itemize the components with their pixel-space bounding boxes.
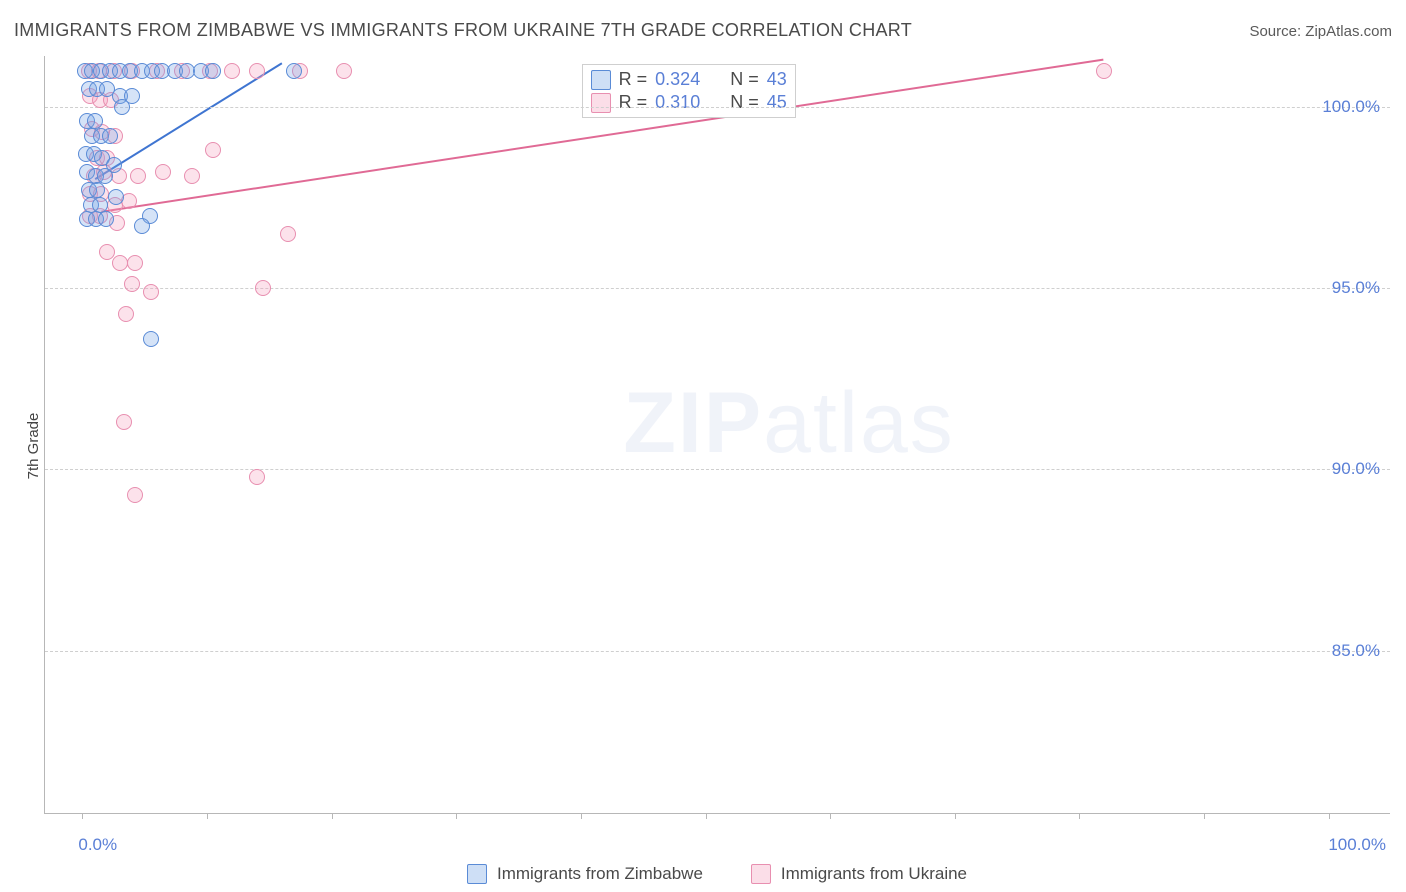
r-label: R = <box>619 92 648 113</box>
x-tick <box>456 813 457 819</box>
bottom-legend: Immigrants from Zimbabwe Immigrants from … <box>44 864 1390 884</box>
scatter-point <box>155 164 171 180</box>
legend-label: Immigrants from Zimbabwe <box>497 864 703 884</box>
pink-swatch-icon <box>751 864 771 884</box>
x-tick <box>581 813 582 819</box>
r-value: 0.310 <box>655 92 700 113</box>
scatter-point <box>118 306 134 322</box>
scatter-point <box>249 63 265 79</box>
pink-swatch-icon <box>591 93 611 113</box>
x-tick <box>207 813 208 819</box>
stats-box: R = 0.324 N = 43 R = 0.310 N = 45 <box>582 64 796 118</box>
scatter-point <box>112 255 128 271</box>
scatter-point <box>124 276 140 292</box>
scatter-point <box>127 255 143 271</box>
trend-lines <box>45 56 1390 813</box>
blue-swatch-icon <box>591 70 611 90</box>
scatter-point <box>116 414 132 430</box>
y-axis-label: 7th Grade <box>25 413 42 480</box>
x-tick <box>955 813 956 819</box>
x-tick <box>332 813 333 819</box>
watermark: ZIPatlas <box>623 374 954 473</box>
scatter-point <box>106 157 122 173</box>
scatter-point <box>98 211 114 227</box>
blue-trend-line <box>95 63 282 179</box>
y-gridline <box>45 469 1390 470</box>
y-gridline <box>45 288 1390 289</box>
scatter-point <box>224 63 240 79</box>
x-tick <box>1204 813 1205 819</box>
y-tick-label: 95.0% <box>1332 278 1380 298</box>
n-value: 43 <box>767 69 787 90</box>
x-min-label: 0.0% <box>78 835 117 855</box>
x-tick <box>706 813 707 819</box>
source-label: Source: ZipAtlas.com <box>1249 23 1392 40</box>
x-tick <box>830 813 831 819</box>
scatter-point <box>286 63 302 79</box>
legend-item: Immigrants from Zimbabwe <box>467 864 703 884</box>
r-value: 0.324 <box>655 69 700 90</box>
n-label: N = <box>730 69 759 90</box>
y-gridline <box>45 107 1390 108</box>
legend-item: Immigrants from Ukraine <box>751 864 967 884</box>
y-tick-label: 90.0% <box>1332 459 1380 479</box>
chart-title: IMMIGRANTS FROM ZIMBABWE VS IMMIGRANTS F… <box>14 20 912 41</box>
scatter-point <box>134 218 150 234</box>
y-tick-label: 85.0% <box>1332 641 1380 661</box>
scatter-point <box>114 99 130 115</box>
scatter-point <box>127 487 143 503</box>
x-tick <box>1079 813 1080 819</box>
n-value: 45 <box>767 92 787 113</box>
scatter-point <box>205 63 221 79</box>
scatter-point <box>102 128 118 144</box>
x-tick <box>1329 813 1330 819</box>
scatter-point <box>143 284 159 300</box>
scatter-point <box>184 168 200 184</box>
scatter-point <box>108 189 124 205</box>
scatter-point <box>249 469 265 485</box>
scatter-point <box>1096 63 1112 79</box>
stats-row: R = 0.324 N = 43 <box>591 69 787 90</box>
x-max-label: 100.0% <box>1328 835 1386 855</box>
scatter-point <box>336 63 352 79</box>
y-gridline <box>45 651 1390 652</box>
scatter-point <box>255 280 271 296</box>
scatter-point <box>280 226 296 242</box>
scatter-point <box>143 331 159 347</box>
scatter-point <box>205 142 221 158</box>
blue-swatch-icon <box>467 864 487 884</box>
x-tick <box>82 813 83 819</box>
r-label: R = <box>619 69 648 90</box>
y-tick-label: 100.0% <box>1322 97 1380 117</box>
legend-label: Immigrants from Ukraine <box>781 864 967 884</box>
scatter-point <box>130 168 146 184</box>
stats-row: R = 0.310 N = 45 <box>591 92 787 113</box>
plot-area: ZIPatlas R = 0.324N = 43R = 0.310N = 45 … <box>44 56 1390 814</box>
n-label: N = <box>730 92 759 113</box>
